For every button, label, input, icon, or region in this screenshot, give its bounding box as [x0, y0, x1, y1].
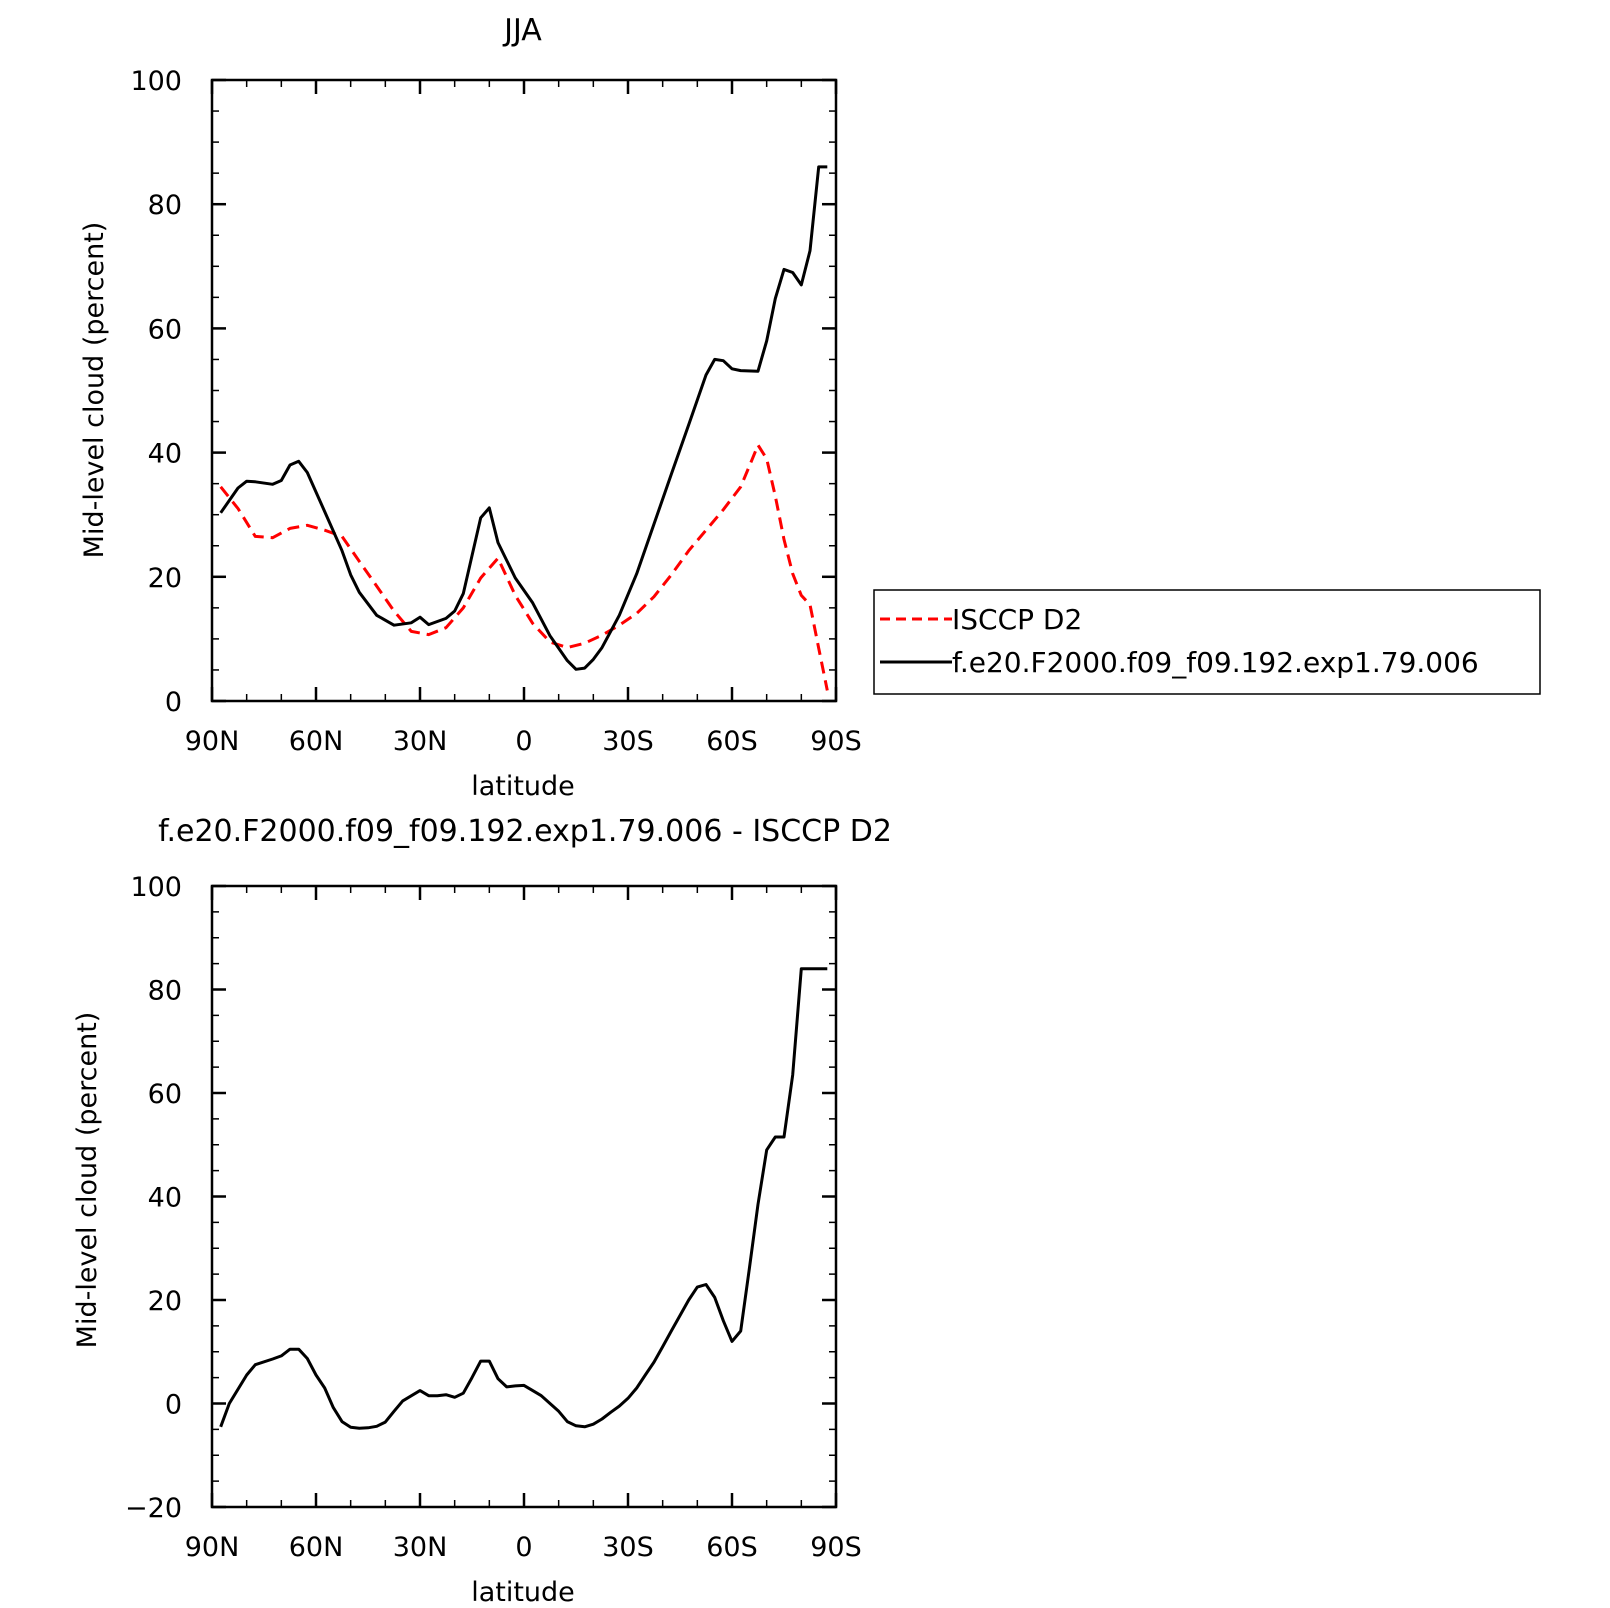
bottom-y-axis-label: Mid-level cloud (percent): [72, 1012, 103, 1349]
bottom-plot-area: [219, 967, 828, 1430]
y-tick-label: 60: [148, 314, 182, 345]
difference-panel: f.e20.F2000.f09_f09.192.exp1.79.006 - IS…: [72, 814, 892, 1608]
y-tick-label: 20: [148, 1286, 182, 1317]
x-tick-label: 30N: [393, 726, 448, 757]
bottom-plot-frame: [210, 884, 838, 1509]
top-ticks: 90N 60N 30N 0 30S 60S 90S 0 20 40 60 80 100: [130, 66, 861, 757]
legend-label-model: f.e20.F2000.f09_f09.192.exp1.79.006: [952, 646, 1479, 679]
x-tick-label: 60N: [289, 1532, 344, 1563]
top-plot-frame: [210, 78, 838, 703]
y-tick-label: 20: [148, 563, 182, 594]
x-tick-label: 90S: [810, 726, 862, 757]
y-tick-label: 80: [148, 190, 182, 221]
x-tick-label: 30S: [602, 1532, 654, 1563]
legend-box: [873, 589, 1541, 695]
x-tick-label: 0: [515, 726, 532, 757]
bottom-ticks: 90N 60N 30N 0 30S 60S 90S −20 0 20 40 60 80 100: [125, 872, 862, 1563]
y-tick-label: 60: [148, 1079, 182, 1110]
y-tick-label: 0: [165, 1390, 182, 1421]
y-tick-label: −20: [125, 1493, 182, 1524]
x-tick-label: 30S: [602, 726, 654, 757]
top-plot-area: [219, 165, 829, 691]
x-tick-label: 60S: [706, 1532, 758, 1563]
x-tick-label: 30N: [393, 1532, 448, 1563]
x-tick-label: 90S: [810, 1532, 862, 1563]
top-y-axis-label: Mid-level cloud (percent): [79, 222, 110, 559]
y-tick-label: 0: [165, 687, 182, 718]
top-x-axis-label: latitude: [471, 771, 575, 802]
y-tick-label: 100: [130, 872, 182, 903]
top-chart-title: JJA: [502, 13, 542, 48]
x-tick-label: 60S: [706, 726, 758, 757]
x-tick-label: 0: [515, 1532, 532, 1563]
bottom-chart-title: f.e20.F2000.f09_f09.192.exp1.79.006 - IS…: [158, 814, 892, 849]
x-tick-label: 90N: [185, 726, 240, 757]
bottom-x-axis-label: latitude: [471, 1577, 575, 1608]
legend-label-isccp: ISCCP D2: [952, 603, 1082, 636]
y-tick-label: 40: [148, 1183, 182, 1214]
y-tick-label: 80: [148, 976, 182, 1007]
mean-cloud-panel: JJA 90N 60N 30N 0 30S 60S 90S 0 20 40 60 80 100 lati…: [79, 13, 1541, 802]
x-tick-label: 60N: [289, 726, 344, 757]
x-tick-label: 90N: [185, 1532, 240, 1563]
y-tick-label: 40: [148, 439, 182, 470]
y-tick-label: 100: [130, 66, 182, 97]
legend: ISCCP D2 f.e20.F2000.f09_f09.192.exp1.79…: [873, 589, 1541, 695]
top-series-line-0: [219, 443, 829, 691]
top-series-line-1: [219, 165, 828, 671]
bottom-series-line-0: [219, 967, 828, 1430]
